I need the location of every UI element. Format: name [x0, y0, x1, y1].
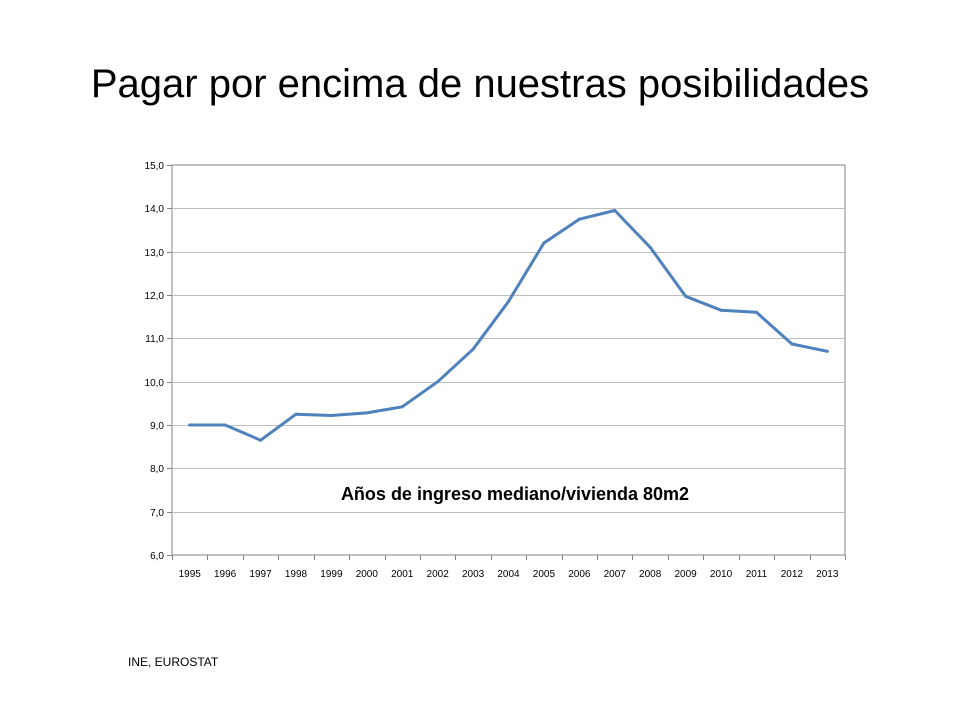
x-tick-label: 2007: [604, 569, 627, 580]
data-point: [259, 438, 263, 442]
y-tick-label: 11,0: [145, 334, 164, 345]
data-point: [613, 209, 617, 212]
x-tick-label: 2010: [710, 569, 733, 580]
data-point: [754, 310, 758, 314]
x-tick-label: 2001: [391, 569, 414, 580]
x-tick-label: 1997: [249, 569, 272, 580]
x-tick-label: 2012: [781, 569, 804, 580]
data-point: [719, 308, 723, 312]
data-point: [329, 414, 333, 417]
y-tick-label: 10,0: [145, 378, 165, 389]
x-tick-label: 1998: [285, 569, 308, 580]
x-tick-label: 2004: [497, 569, 520, 580]
plot-area-border: [171, 164, 846, 556]
chart-annotation: Años de ingreso mediano/vivienda 80m2: [341, 484, 689, 504]
y-tick-label: 13,0: [145, 248, 165, 259]
data-point: [507, 300, 510, 303]
x-tick-label: 2008: [639, 569, 662, 580]
x-tick-label: 2013: [816, 569, 839, 580]
data-point: [542, 241, 546, 245]
slide-title: Pagar por encima de nuestras posibilidad…: [90, 62, 870, 106]
data-point: [400, 405, 404, 409]
data-point: [684, 294, 688, 298]
data-point: [577, 217, 581, 221]
y-tick-label: 15,0: [145, 161, 165, 172]
x-tick-label: 2003: [462, 569, 485, 580]
y-tick-label: 9,0: [150, 421, 164, 432]
y-tick-label: 6,0: [150, 551, 164, 562]
x-tick-label: 2006: [568, 569, 591, 580]
x-tick-label: 1995: [179, 569, 202, 580]
x-tick-label: 2000: [356, 569, 379, 580]
data-point: [790, 342, 794, 346]
y-tick-label: 8,0: [150, 464, 164, 475]
y-tick-label: 12,0: [145, 291, 165, 302]
data-point: [365, 411, 369, 415]
data-point: [825, 349, 829, 353]
y-tick-label: 14,0: [145, 204, 165, 215]
x-tick-label: 2005: [533, 569, 556, 580]
x-tick-label: 2011: [746, 569, 768, 580]
x-tick-label: 1996: [214, 569, 237, 580]
source-note: INE, EUROSTAT: [128, 655, 219, 669]
y-tick-label: 7,0: [150, 508, 164, 519]
data-point: [188, 423, 192, 427]
data-point: [436, 380, 440, 384]
data-point: [471, 347, 475, 351]
x-tick-label: 2009: [674, 569, 697, 580]
x-tick-label: 1999: [320, 569, 343, 580]
series-line: [188, 209, 829, 442]
data-point: [648, 245, 652, 249]
x-tick-label: 2002: [427, 569, 450, 580]
data-point: [223, 423, 227, 427]
data-point: [294, 412, 298, 416]
